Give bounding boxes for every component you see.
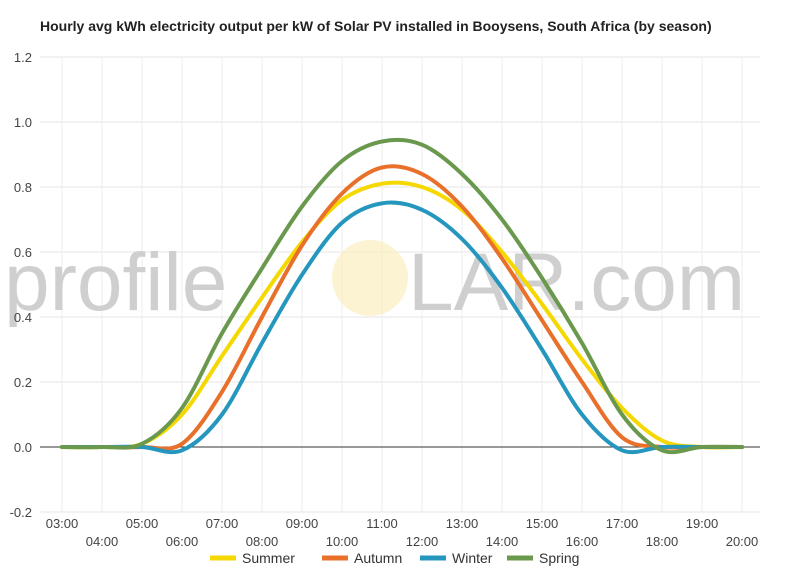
watermark-text-suffix: LAR.com	[408, 237, 745, 328]
x-tick-label: 03:00	[46, 516, 79, 531]
legend: Summer Autumn Winter Spring	[210, 550, 579, 566]
x-tick-label: 11:00	[366, 516, 398, 531]
y-tick-label: 1.0	[14, 115, 32, 130]
series-line-autumn	[60, 164, 744, 451]
series-line-winter	[60, 200, 744, 455]
legend-label-winter: Winter	[452, 550, 493, 566]
y-tick-label: -0.2	[10, 505, 32, 520]
x-tick-label: 05:00	[126, 516, 159, 531]
series-lines	[60, 137, 744, 455]
x-tick-label: 10:00	[326, 534, 359, 549]
watermark-text-prefix: profile	[4, 237, 227, 328]
x-tick-label: 18:00	[646, 534, 679, 549]
x-tick-label: 08:00	[246, 534, 279, 549]
x-tick-label: 12:00	[406, 534, 439, 549]
series-line-spring	[60, 137, 744, 455]
y-tick-label: 0.4	[14, 310, 32, 325]
watermark-sun-logo	[332, 240, 408, 316]
x-tick-label: 19:00	[686, 516, 719, 531]
legend-label-summer: Summer	[242, 550, 295, 566]
chart-title: Hourly avg kWh electricity output per kW…	[40, 18, 712, 34]
series-line-summer	[60, 180, 744, 450]
x-tick-label: 13:00	[446, 516, 479, 531]
legend-label-spring: Spring	[539, 550, 579, 566]
x-tick-label: 04:00	[86, 534, 119, 549]
y-tick-label: 1.2	[14, 50, 32, 65]
y-tick-label: 0.8	[14, 180, 32, 195]
y-tick-label: 0.6	[14, 245, 32, 260]
x-tick-label: 14:00	[486, 534, 519, 549]
x-tick-label: 17:00	[606, 516, 639, 531]
x-tick-label: 09:00	[286, 516, 319, 531]
y-tick-label: 0.0	[14, 440, 32, 455]
x-tick-label: 07:00	[206, 516, 239, 531]
x-tick-label: 16:00	[566, 534, 599, 549]
legend-label-autumn: Autumn	[354, 550, 402, 566]
y-tick-label: 0.2	[14, 375, 32, 390]
gridlines	[40, 56, 760, 513]
x-tick-label: 20:00	[726, 534, 759, 549]
watermark: profile LAR.com	[4, 237, 745, 328]
x-tick-label: 06:00	[166, 534, 199, 549]
x-tick-label: 15:00	[526, 516, 559, 531]
